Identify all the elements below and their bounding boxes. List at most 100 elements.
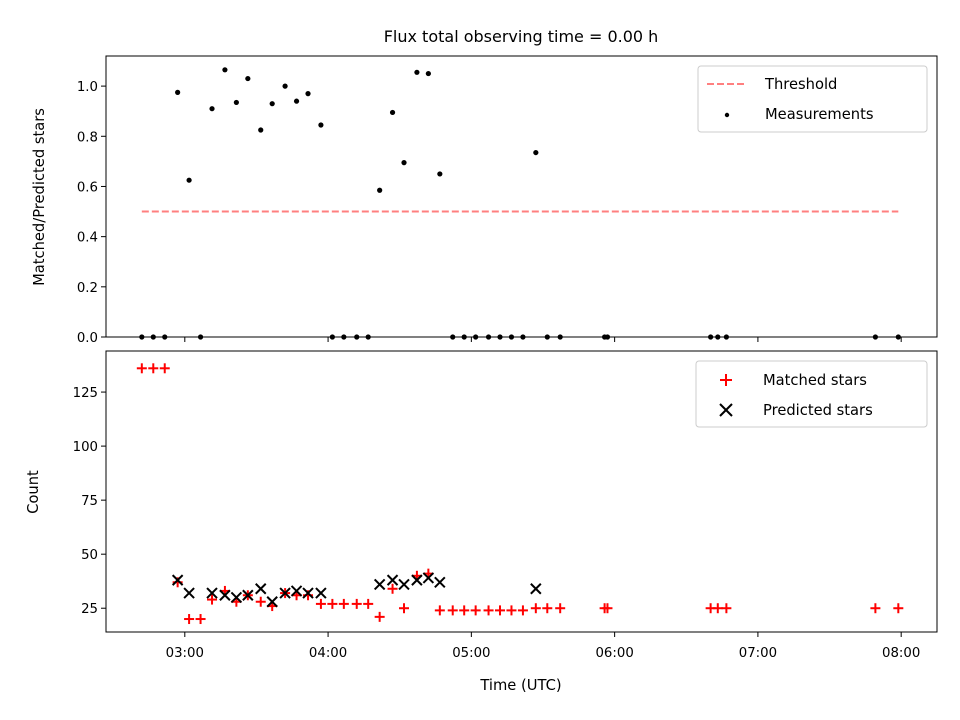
matched-stars-point [195, 614, 206, 625]
matched-stars-point [721, 603, 732, 614]
predicted-stars-point [373, 578, 386, 591]
predicted-stars-point [183, 587, 195, 599]
matched-stars-point [315, 598, 326, 609]
measurements-point [282, 83, 288, 89]
top-y-tick-label: 0.4 [77, 231, 98, 246]
bottom-legend: Matched stars Predicted stars [695, 360, 928, 428]
predicted-stars-point-b [255, 583, 267, 595]
bottom-y-tick-label: 125 [73, 386, 98, 401]
predicted-stars-point-b [411, 574, 423, 586]
predicted-stars-point [422, 572, 435, 584]
predicted-stars-point-b [386, 574, 399, 586]
matched-stars-point [447, 605, 458, 616]
predicted-stars-point [206, 587, 218, 599]
top-legend: Threshold Measurements [697, 65, 928, 133]
x-tick-label: 08:00 [882, 646, 920, 661]
predicted-stars-point [302, 587, 314, 599]
predicted-stars-point [219, 589, 231, 601]
predicted-stars-point-b [398, 578, 410, 591]
measurements-legend-label: Measurements [765, 106, 874, 123]
measurements-point [305, 91, 311, 97]
bottom-y-tick-label: 75 [81, 494, 98, 509]
measurements-point [222, 67, 228, 73]
predicted-stars-point-b [219, 589, 231, 601]
predicted-stars-point-b [290, 585, 303, 597]
matched-stars-point [327, 598, 338, 609]
predicted-stars-point [279, 587, 291, 599]
bottom-legend-frame [695, 360, 928, 428]
predicted-stars-point [530, 583, 542, 595]
matched-stars-point [363, 598, 374, 609]
x-tick-label: 04:00 [309, 646, 347, 661]
measurements-point [437, 171, 443, 177]
matched-stars-point [207, 594, 218, 605]
top-axes-frame [105, 55, 938, 338]
measurements-point [318, 122, 324, 128]
measurements-point [233, 99, 239, 106]
top-chart-title: Flux total observing time = 0.00 h [384, 27, 659, 46]
predicted-stars-point [434, 576, 446, 588]
bottom-y-tick-label: 100 [73, 440, 98, 455]
bottom-y-tick-label: 50 [81, 548, 98, 563]
predicted-stars-point-b [434, 576, 446, 588]
matched-stars-point [506, 605, 517, 616]
predicted-stars-point-b [206, 587, 218, 599]
predicted-stars-point-b [230, 591, 243, 604]
bottom-y-tick-label: 25 [81, 602, 98, 617]
measurements-point [533, 149, 539, 156]
top-y-tick-label: 0.2 [77, 281, 98, 296]
matched-stars-point [387, 583, 398, 594]
predicted-stars-point [242, 589, 254, 601]
matched-stars-point [870, 603, 881, 614]
measurements-point [425, 70, 431, 77]
predicted-stars-point [266, 596, 278, 608]
matched-stars-point [374, 611, 385, 622]
matched-legend-label: Matched stars [763, 372, 867, 389]
predicted-stars-point [315, 587, 327, 599]
matched-stars-point [602, 603, 613, 614]
top-legend-frame [697, 65, 928, 133]
matched-stars-point [351, 598, 362, 609]
matched-stars-point [136, 363, 147, 374]
matched-legend-marker [720, 374, 732, 386]
predicted-stars-point [411, 574, 423, 586]
measurements-point [258, 127, 264, 133]
predicted-stars-point [386, 574, 399, 586]
matched-stars-point [530, 603, 541, 614]
measurements-point [293, 98, 300, 104]
measurements-point [245, 75, 251, 82]
predicted-legend-marker [719, 403, 733, 417]
x-axis-label: Time (UTC) [479, 677, 561, 694]
bottom-y-axis-label: Count [25, 470, 42, 514]
matched-stars-point [495, 605, 506, 616]
predicted-stars-point-b [242, 589, 254, 601]
predicted-stars-point [255, 583, 267, 595]
measurements-legend-marker [724, 112, 730, 118]
matched-stars-point [517, 605, 528, 616]
measurements-point [389, 109, 396, 116]
measurements-point [377, 187, 383, 193]
measurements-point [186, 177, 192, 183]
matched-stars-point [893, 603, 904, 614]
measurements-point [269, 101, 275, 107]
predicted-stars-point-b [422, 572, 435, 584]
matched-stars-point [434, 605, 445, 616]
predicted-stars-point-b [530, 583, 542, 595]
predicted-stars-point-b [302, 587, 314, 599]
top-y-axis-label: Matched/Predicted stars [31, 108, 48, 286]
matched-stars-point [255, 596, 266, 607]
matched-stars-point [338, 598, 349, 609]
x-tick-label: 03:00 [166, 646, 204, 661]
top-y-tick-label: 0.6 [77, 180, 98, 195]
predicted-stars-point [290, 585, 303, 597]
predicted-stars-point-b [279, 587, 291, 599]
x-tick-label: 07:00 [739, 646, 777, 661]
predicted-stars-point-b [315, 587, 327, 599]
threshold-legend-label: Threshold [764, 76, 837, 93]
matched-stars-point [555, 603, 566, 614]
measurements-point [209, 106, 215, 112]
top-y-tick-label: 0.0 [77, 331, 98, 346]
x-tick-label: 05:00 [452, 646, 490, 661]
star-count-panel: 25 50 75 100 125 03:00 04:00 05:00 06:00 07:00 08:… [73, 350, 938, 661]
